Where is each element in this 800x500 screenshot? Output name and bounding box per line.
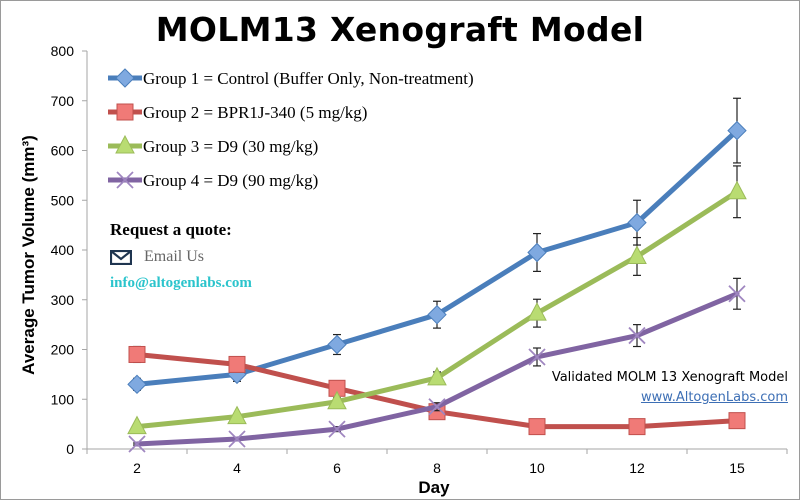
x-tick-label: 2 xyxy=(133,460,141,476)
data-point xyxy=(528,348,546,366)
series-3 xyxy=(127,165,747,435)
data-point xyxy=(327,334,347,355)
y-tick-label: 200 xyxy=(51,342,75,358)
data-point xyxy=(128,435,146,453)
legend-item: Group 4 = D9 (90 mg/kg) xyxy=(108,171,318,190)
website-link[interactable]: www.AltogenLabs.com xyxy=(640,390,788,405)
data-point xyxy=(427,366,447,386)
validated-model-caption: Validated MOLM 13 Xenograft Model xyxy=(551,370,788,385)
data-point xyxy=(127,415,147,435)
y-tick-label: 100 xyxy=(51,391,75,407)
envelope-icon xyxy=(110,249,132,265)
axes: 0 100 200 300 400 500 600 700 800 2 4 6 8 10 12 15 xyxy=(51,43,788,476)
data-point xyxy=(228,355,246,373)
data-point xyxy=(627,245,647,264)
y-tick-label: 800 xyxy=(51,43,75,59)
data-point xyxy=(327,390,347,410)
data-point xyxy=(227,405,247,425)
legend-label: Group 4 = D9 (90 mg/kg) xyxy=(143,171,318,190)
x-tick-label: 10 xyxy=(529,460,545,476)
legend-label: Group 2 = BPR1J-340 (5 mg/kg) xyxy=(143,103,367,122)
email-address-link[interactable]: info@altogenlabs.com xyxy=(110,275,252,291)
y-tick-label: 500 xyxy=(51,192,75,208)
data-point xyxy=(127,374,147,395)
legend-marker xyxy=(116,103,134,121)
data-point xyxy=(228,430,246,448)
email-us-label: Email Us xyxy=(144,248,204,265)
x-tick-label: 15 xyxy=(729,460,745,476)
data-point xyxy=(628,418,646,436)
x-axis-title: Day xyxy=(418,478,450,497)
data-point xyxy=(728,412,746,430)
series-4 xyxy=(128,277,746,453)
legend-item: Group 3 = D9 (30 mg/kg) xyxy=(108,134,318,156)
x-tick-label: 12 xyxy=(629,460,645,476)
x-tick-label: 4 xyxy=(233,460,241,476)
y-axis-title: Average Tumor Volume (mm³) xyxy=(19,135,38,375)
legend: Group 1 = Control (Buffer Only, Non-trea… xyxy=(108,68,474,190)
x-tick-label: 6 xyxy=(333,460,341,476)
y-tick-label: 300 xyxy=(51,292,75,308)
data-point xyxy=(627,212,647,233)
data-point xyxy=(528,418,546,436)
data-point xyxy=(727,120,747,141)
data-point xyxy=(527,302,547,321)
data-point xyxy=(128,345,146,363)
data-point xyxy=(527,242,547,263)
legend-item: Group 1 = Control (Buffer Only, Non-trea… xyxy=(108,68,474,88)
series-line xyxy=(134,128,740,387)
legend-label: Group 1 = Control (Buffer Only, Non-trea… xyxy=(143,69,474,88)
series-1 xyxy=(127,97,747,395)
request-quote-heading: Request a quote: xyxy=(110,220,232,239)
data-point xyxy=(427,304,447,325)
y-tick-label: 600 xyxy=(51,143,75,159)
legend-label: Group 3 = D9 (30 mg/kg) xyxy=(143,137,318,156)
y-tick-label: 700 xyxy=(51,93,75,109)
data-point xyxy=(727,180,747,200)
y-tick-label: 0 xyxy=(66,441,74,457)
x-tick-label: 8 xyxy=(433,460,441,476)
legend-marker xyxy=(116,171,134,189)
series-2 xyxy=(128,345,746,436)
legend-item: Group 2 = BPR1J-340 (5 mg/kg) xyxy=(108,103,367,122)
series-layer xyxy=(127,97,747,453)
data-point xyxy=(428,398,446,416)
data-point xyxy=(328,420,346,438)
legend-marker xyxy=(115,68,135,88)
legend-marker xyxy=(115,134,135,154)
data-point xyxy=(728,285,746,303)
chart-title: MOLM13 Xenograft Model xyxy=(155,10,645,49)
email-us-link[interactable]: Email Us xyxy=(110,248,204,266)
y-tick-label: 400 xyxy=(51,242,75,258)
data-point xyxy=(628,326,646,345)
